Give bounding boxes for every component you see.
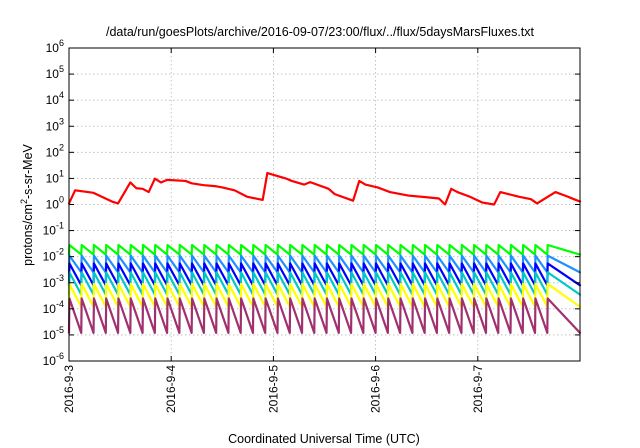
- y-tick-label: 102: [46, 142, 64, 159]
- y-tick-label: 105: [46, 64, 64, 81]
- y-tick-label: 10-6: [43, 351, 64, 368]
- series-line-2: [67, 243, 582, 256]
- y-tick-label: 10-5: [43, 325, 64, 342]
- series-line-7: [67, 297, 582, 334]
- chart-title: /data/run/goesPlots/archive/2016-09-07/2…: [106, 25, 535, 39]
- ticks: [68, 47, 580, 362]
- x-tick-labels: 2016-9-3 2016-9-4 2016-9-5 2016-9-6 2016-9-7: [62, 365, 485, 413]
- x-tick-label: 2016-9-5: [266, 365, 280, 413]
- y-tick-label: 10-1: [43, 221, 64, 238]
- x-tick-label: 2016-9-6: [369, 365, 383, 413]
- y-tick-label: 101: [46, 168, 64, 185]
- y-axis-label: protons/cm2-s-sr-MeV: [19, 143, 35, 265]
- y-tick-label: 10-4: [43, 299, 64, 316]
- y-axis-label-prefix: protons/cm: [21, 204, 35, 266]
- x-tick-label: 2016-9-4: [164, 365, 178, 413]
- y-axis-label-suffix: -s-sr-MeV: [21, 143, 35, 199]
- y-tick-label: 100: [46, 195, 64, 212]
- x-axis-label: Coordinated Universal Time (UTC): [228, 432, 420, 446]
- series-layer: [67, 171, 582, 334]
- y-tick-label: 103: [46, 116, 64, 133]
- x-tick-label: 2016-9-7: [471, 365, 485, 413]
- y-tick-labels: 10-6 10-5 10-4 10-3 10-2 10-1 100 101 102 103 104 1…: [43, 38, 64, 368]
- y-axis-label-sup: 2: [19, 199, 29, 204]
- y-tick-label: 10-2: [43, 247, 64, 264]
- y-tick-label: 10-3: [43, 273, 64, 290]
- y-tick-label: 106: [46, 38, 64, 55]
- y-tick-label: 104: [46, 90, 64, 107]
- series-line-1: [67, 171, 582, 206]
- x-tick-label: 2016-9-3: [62, 365, 76, 413]
